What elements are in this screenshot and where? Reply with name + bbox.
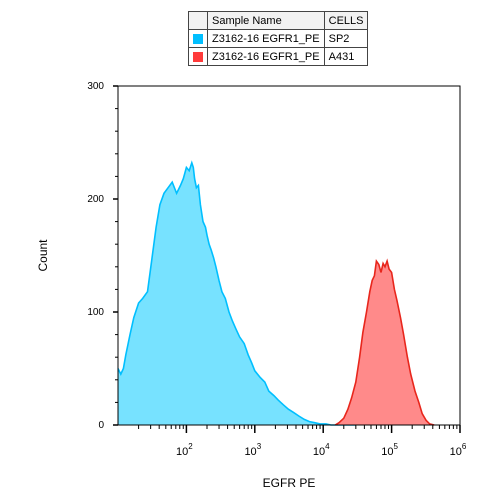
y-tick-label: 100: [87, 307, 104, 318]
y-axis-label: Count: [36, 239, 50, 272]
y-tick-label: 200: [87, 194, 104, 205]
series-layer: [117, 160, 435, 426]
x-tick-label: 104: [313, 442, 330, 458]
x-tick-label: 106: [450, 442, 467, 458]
series-line-sp2: [117, 160, 356, 426]
legend-row-a431: Z3162-16 EGFR1_PE A431: [188, 47, 369, 66]
legend-cells-value: SP2: [323, 29, 369, 48]
legend-cells-value: A431: [323, 47, 369, 66]
axis-layer: 0 100 200 300 102 103 104 105 106: [87, 81, 467, 458]
legend-sample-name: Z3162-16 EGFR1_PE: [207, 47, 325, 66]
x-tick-label: 102: [176, 442, 193, 458]
legend-swatch-sp2: [193, 33, 203, 44]
x-axis-label: EGFR PE: [263, 476, 316, 490]
legend-swatch-a431: [193, 51, 203, 62]
x-tick-label: 105: [381, 442, 398, 458]
legend-table: Sample Name CELLS Z3162-16 EGFR1_PE SP2 …: [188, 11, 369, 66]
y-tick-label: 300: [87, 81, 104, 92]
series-area-sp2: [118, 162, 356, 426]
legend-swatch-cell: [188, 47, 208, 66]
x-tick-label: 103: [244, 442, 261, 458]
series-area-a431: [335, 261, 435, 425]
plot-frame: [117, 85, 461, 426]
series-line-a431: [334, 258, 435, 426]
y-tick-label: 0: [98, 420, 104, 431]
